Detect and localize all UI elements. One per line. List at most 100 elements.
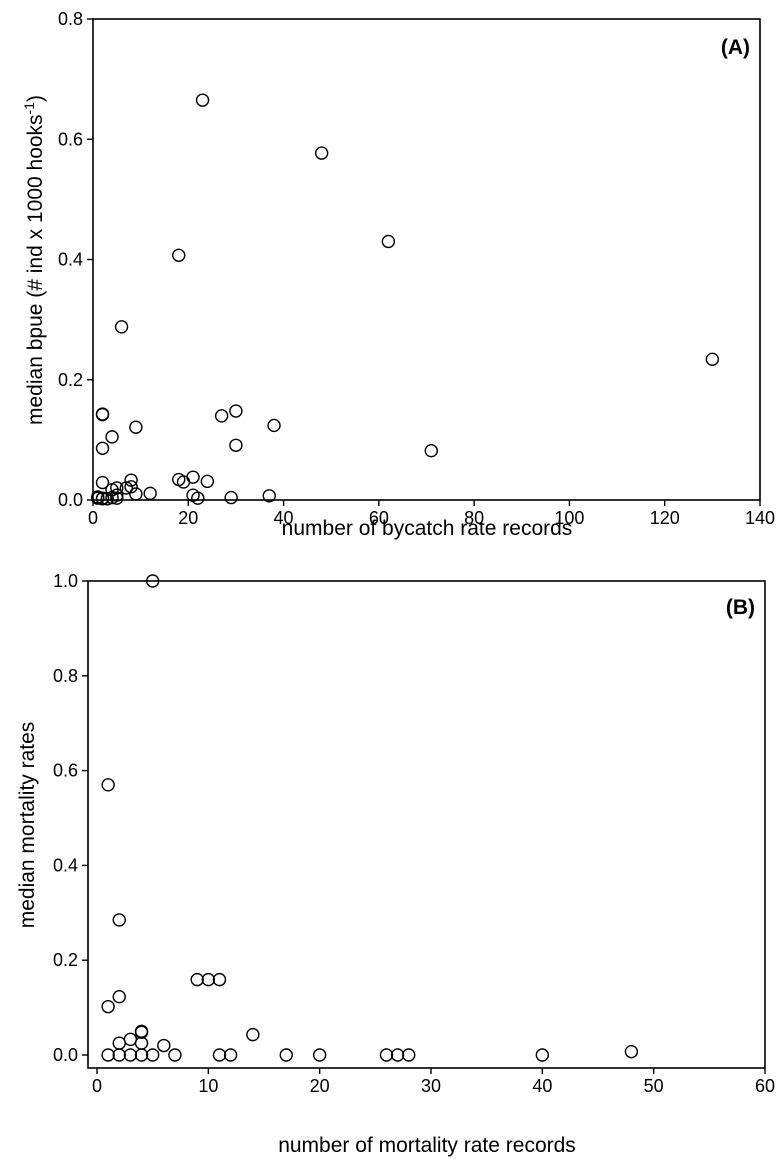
panel-b-data-point bbox=[101, 1048, 115, 1062]
panel-a-data-point bbox=[262, 489, 276, 503]
panel-a-data-point bbox=[129, 420, 143, 434]
panel-a-data-point bbox=[95, 492, 110, 506]
panel-a-data-point bbox=[195, 93, 210, 107]
panel-b-data-point bbox=[624, 1044, 639, 1059]
panel-b-data-point bbox=[157, 1038, 171, 1053]
panel-b-data-point bbox=[134, 1036, 149, 1050]
panel-b-data-point bbox=[101, 778, 115, 792]
panel-b-data-point bbox=[168, 1048, 182, 1062]
panel-a-x-tick-label: 140 bbox=[745, 508, 775, 528]
panel-a-data-point bbox=[424, 443, 438, 458]
panel-a-data-point bbox=[105, 430, 119, 444]
panel-b-data-point bbox=[390, 1048, 405, 1062]
panel-a-points bbox=[91, 93, 720, 506]
panel-b-data-point bbox=[123, 1048, 138, 1062]
panel-a-data-point bbox=[114, 320, 129, 334]
panel-a-data-point bbox=[705, 352, 720, 367]
panel-b-y-tick-label: 0.8 bbox=[53, 666, 78, 686]
panel-a-data-point bbox=[381, 234, 396, 249]
panel-b-scatter-chart: 0 10 20 30 40 50 60 0.0 0.2 0.4 0.6 0.8 1.0 (B) num… bbox=[16, 571, 775, 1157]
panel-a-data-point bbox=[214, 409, 229, 423]
panel-a-x-tick-label: 100 bbox=[554, 508, 584, 528]
panel-a-y-tick-label: 0.2 bbox=[58, 370, 83, 390]
panel-a-y-tick-label: 0.8 bbox=[58, 9, 83, 29]
panel-b-x-tick-label: 10 bbox=[198, 1076, 218, 1096]
panel-b-data-point bbox=[112, 989, 126, 1004]
panel-a-y-axis-label-end: ) bbox=[24, 95, 47, 102]
panel-b-data-point bbox=[201, 972, 216, 987]
panel-b-x-tick-label: 20 bbox=[310, 1076, 330, 1096]
panel-a-plot-frame bbox=[92, 18, 761, 501]
panel-b-data-point bbox=[112, 1036, 126, 1050]
panel-b-data-point bbox=[379, 1048, 394, 1062]
panel-a-y-tick-label: 0.4 bbox=[58, 250, 83, 270]
panel-b-data-point bbox=[112, 913, 126, 927]
panel-a-data-point bbox=[143, 486, 157, 501]
panel-b-plot-frame bbox=[87, 580, 766, 1069]
panel-a-x-tick-label: 60 bbox=[369, 508, 389, 528]
panel-a-data-point bbox=[95, 441, 110, 455]
panel-a-label: (A) bbox=[721, 36, 750, 59]
panel-b-y-tick-label: 0.2 bbox=[53, 950, 78, 970]
panel-a-y-tick-label: 0.0 bbox=[58, 490, 83, 510]
panel-b-data-point bbox=[190, 972, 204, 987]
panel-a-x-tick-label: 20 bbox=[178, 508, 198, 528]
panel-b-data-point bbox=[279, 1048, 293, 1062]
panel-a-data-point bbox=[129, 487, 143, 501]
panel-a-y-axis-label-main: median bpue (# ind x 1000 hooks bbox=[24, 114, 47, 425]
panel-a-data-point bbox=[200, 474, 215, 489]
panel-b-data-point bbox=[112, 1048, 126, 1062]
panel-a-data-point bbox=[105, 490, 119, 505]
panel-a-data-point bbox=[229, 438, 243, 452]
panel-b-x-axis-label: number of mortality rate records bbox=[278, 1134, 576, 1157]
panel-b-data-point bbox=[145, 1048, 160, 1062]
panel-a-data-point bbox=[100, 492, 114, 506]
panel-a-data-point bbox=[314, 146, 329, 160]
panel-a-data-point bbox=[124, 473, 138, 487]
panel-a-data-point bbox=[110, 491, 124, 505]
panel-b-x-tick-label: 50 bbox=[644, 1076, 664, 1096]
panel-a-x-axis-label: number of bycatch rate records bbox=[282, 517, 573, 540]
panel-b-data-point bbox=[123, 1032, 138, 1047]
panel-b-data-point bbox=[134, 1048, 149, 1062]
panel-a-data-point bbox=[119, 481, 134, 495]
panel-b-data-point bbox=[312, 1048, 327, 1062]
panel-a-data-point bbox=[267, 418, 281, 433]
panel-a-x-tick-label: 40 bbox=[274, 508, 294, 528]
panel-b-label: (B) bbox=[726, 596, 755, 619]
panel-a-y-axis-label: median bpue (# ind x 1000 hooks-1) bbox=[21, 95, 47, 425]
panel-a-x-tick-label: 120 bbox=[650, 508, 680, 528]
panel-b-x-tick-label: 40 bbox=[532, 1076, 552, 1096]
panel-a-data-point bbox=[95, 475, 110, 490]
panel-b-x-ticks: 0 10 20 30 40 50 60 bbox=[92, 1068, 775, 1096]
panel-b-y-tick-label: 0.6 bbox=[53, 761, 78, 781]
panel-b-x-tick-label: 60 bbox=[755, 1076, 775, 1096]
panel-a-data-point bbox=[91, 491, 105, 505]
panel-b-data-point bbox=[223, 1048, 238, 1062]
panel-a-data-point bbox=[176, 475, 191, 489]
panel-b-y-ticks: 0.0 0.2 0.4 0.6 0.8 1.0 bbox=[53, 571, 88, 1065]
panel-b-data-point bbox=[145, 574, 160, 588]
panel-b-x-tick-label: 30 bbox=[421, 1076, 441, 1096]
panel-b-y-tick-label: 0.4 bbox=[53, 855, 78, 875]
panel-b-data-point bbox=[402, 1048, 416, 1062]
panel-b-data-point bbox=[134, 1025, 149, 1039]
panel-b-x-tick-label: 0 bbox=[92, 1076, 102, 1096]
panel-a-data-point bbox=[172, 248, 186, 262]
panel-a-x-ticks: 0 20 40 60 80 100 120 140 bbox=[88, 500, 775, 528]
panel-b-data-point bbox=[212, 1048, 227, 1062]
panel-b-points bbox=[101, 574, 639, 1062]
panel-a-data-point bbox=[191, 491, 205, 505]
panel-b-y-tick-label: 1.0 bbox=[53, 571, 78, 591]
panel-a-data-point bbox=[224, 490, 238, 505]
panel-b-data-point bbox=[101, 999, 115, 1014]
panel-a-y-ticks: 0.0 0.2 0.4 0.6 0.8 bbox=[58, 9, 93, 510]
panel-b-data-point bbox=[246, 1027, 260, 1042]
panel-a-x-tick-label: 0 bbox=[88, 508, 98, 528]
panel-b-y-tick-label: 0.0 bbox=[53, 1045, 78, 1065]
panel-b-y-axis-label: median mortality rates bbox=[16, 722, 39, 929]
panel-b-data-point bbox=[212, 972, 227, 987]
panel-a-y-axis-label-superscript: -1 bbox=[21, 102, 37, 115]
panel-a-scatter-chart: 0 20 40 60 80 100 120 140 0.0 0.2 0.4 0.6 0.8 (A) n… bbox=[21, 9, 775, 540]
